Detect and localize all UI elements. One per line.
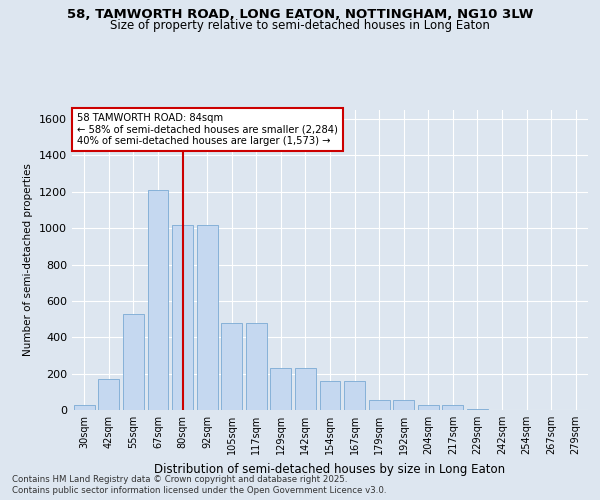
Y-axis label: Number of semi-detached properties: Number of semi-detached properties: [23, 164, 34, 356]
Bar: [442, 404, 463, 410]
Bar: [271, 368, 292, 410]
Bar: [172, 224, 193, 410]
Text: 58, TAMWORTH ROAD, LONG EATON, NOTTINGHAM, NG10 3LW: 58, TAMWORTH ROAD, LONG EATON, NOTTINGHA…: [67, 8, 533, 20]
Text: Contains HM Land Registry data © Crown copyright and database right 2025.: Contains HM Land Registry data © Crown c…: [12, 475, 347, 484]
Bar: [467, 409, 488, 410]
Bar: [221, 322, 242, 410]
Text: Contains public sector information licensed under the Open Government Licence v3: Contains public sector information licen…: [12, 486, 386, 495]
Bar: [368, 400, 389, 410]
X-axis label: Distribution of semi-detached houses by size in Long Eaton: Distribution of semi-detached houses by …: [154, 462, 506, 475]
Bar: [295, 368, 316, 410]
Bar: [344, 381, 365, 410]
Bar: [98, 379, 119, 410]
Bar: [393, 400, 414, 410]
Bar: [418, 406, 439, 410]
Bar: [123, 314, 144, 410]
Bar: [148, 190, 169, 410]
Bar: [246, 322, 267, 410]
Text: 58 TAMWORTH ROAD: 84sqm
← 58% of semi-detached houses are smaller (2,284)
40% of: 58 TAMWORTH ROAD: 84sqm ← 58% of semi-de…: [77, 113, 338, 146]
Text: Size of property relative to semi-detached houses in Long Eaton: Size of property relative to semi-detach…: [110, 19, 490, 32]
Bar: [74, 404, 95, 410]
Bar: [197, 224, 218, 410]
Bar: [320, 381, 340, 410]
